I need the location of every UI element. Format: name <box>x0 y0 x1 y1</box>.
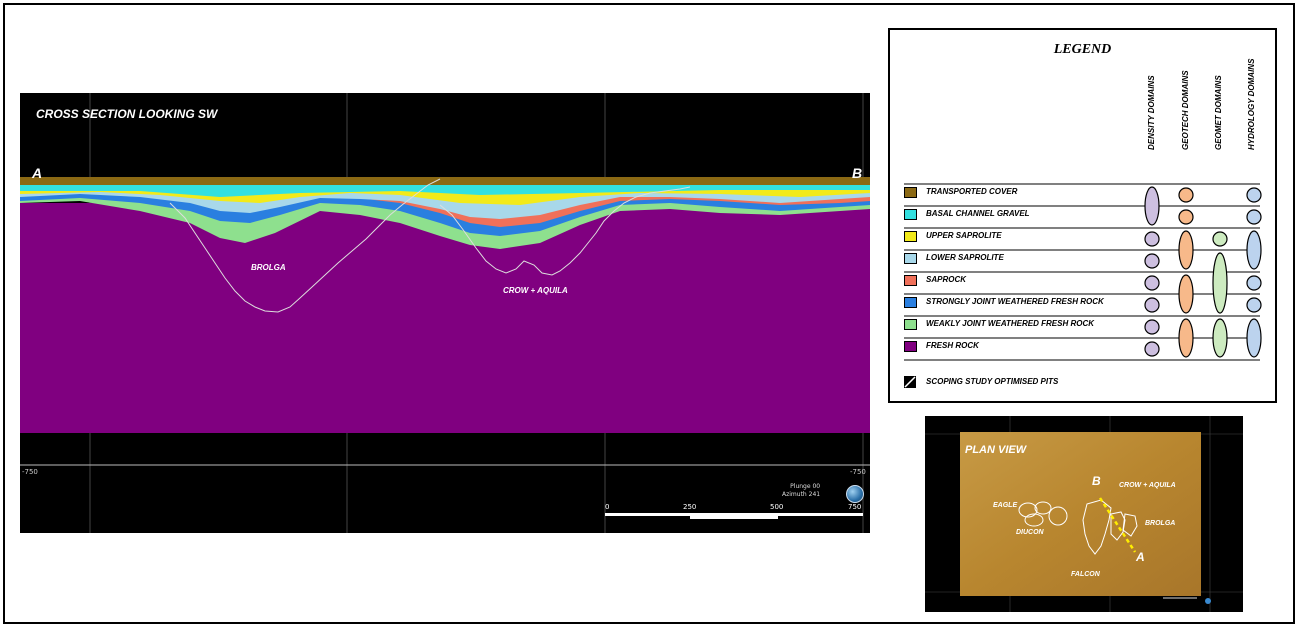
legend-item-label: FRESH ROCK <box>926 341 979 350</box>
layer-basal-gravel <box>20 185 870 197</box>
plan-letter-b: B <box>1092 474 1101 488</box>
legend-swatch <box>904 209 917 220</box>
domain-group-density <box>1144 253 1160 269</box>
plan-section-line <box>1098 497 1137 553</box>
domain-group-hydrology <box>1246 187 1262 203</box>
page-frame <box>3 3 1295 624</box>
scale-bar <box>605 513 863 516</box>
legend-swatch <box>904 275 917 286</box>
domain-group-geotech <box>1178 187 1194 203</box>
plan-label-brolga: BROLGA <box>1145 520 1176 527</box>
plan-label-falcon: FALCON <box>1071 571 1100 578</box>
layer-fresh-rock <box>20 203 870 433</box>
legend-swatch <box>904 319 917 330</box>
legend-domain-grid <box>904 183 1262 361</box>
cross-section-title: CROSS SECTION LOOKING SW <box>36 107 218 121</box>
plan-label-eagle: EAGLE <box>993 502 1018 509</box>
domain-group-geotech <box>1178 209 1194 225</box>
legend-swatch <box>904 297 917 308</box>
plan-letter-a: A <box>1136 550 1145 564</box>
legend-item-label: STRONGLY JOINT WEATHERED FRESH ROCK <box>926 297 1104 306</box>
cross-section-panel: CROSS SECTION LOOKING SW A B BROLGA CROW… <box>20 93 870 533</box>
legend-item-label: SAPROCK <box>926 275 967 284</box>
domain-group-hydrology <box>1246 297 1262 313</box>
domain-group-density <box>1144 319 1160 335</box>
legend-item-label: UPPER SAPROLITE <box>926 231 1002 240</box>
domain-group-hydrology <box>1246 230 1262 270</box>
legend-swatch <box>904 341 917 352</box>
domain-group-geotech <box>1178 274 1194 314</box>
azimuth-text: Azimuth 241 <box>782 491 821 498</box>
pit-outline-crow-aquila <box>439 186 691 276</box>
plan-globe-icon <box>1205 598 1211 604</box>
scale-tick: 750 <box>848 503 862 511</box>
plan-pit-outlines <box>1018 499 1138 555</box>
domain-group-hydrology <box>1246 209 1262 225</box>
scale-tick: 0 <box>605 503 610 511</box>
pit-label-brolga: BROLGA <box>251 263 286 272</box>
section-end-b: B <box>852 165 863 181</box>
legend-title: LEGEND <box>1053 42 1112 57</box>
domain-group-density <box>1144 275 1160 291</box>
scale-tick: 500 <box>770 503 784 511</box>
domain-group-density <box>1144 297 1160 313</box>
pits-legend-label: SCOPING STUDY OPTIMISED PITS <box>926 377 1059 386</box>
plan-label-diucon: DIUCON <box>1016 529 1044 536</box>
orientation-readout: Plunge 00 Azimuth 241 <box>782 483 820 499</box>
domain-group-density <box>1144 186 1160 226</box>
domain-group-geotech <box>1178 230 1194 270</box>
legend-item-label: LOWER SAPROLITE <box>926 253 1004 262</box>
layer-transported-cover <box>20 177 870 185</box>
section-end-a: A <box>32 165 43 181</box>
plan-view-panel: PLAN VIEW CROW + AQUILA EAGLE DIUCON BRO… <box>925 416 1243 612</box>
plan-view-graphic <box>925 416 1243 612</box>
legend-swatch <box>904 231 917 242</box>
legend-swatch <box>904 187 917 198</box>
domain-group-geotech <box>1178 318 1194 358</box>
cross-section-graphic <box>20 93 870 533</box>
plunge-text: Plunge 00 <box>790 483 821 490</box>
pit-outline-icon <box>904 376 916 388</box>
plan-label-crow-aquila: CROW + AQUILA <box>1119 482 1176 489</box>
pit-label-crow-aquila: CROW + AQUILA <box>503 286 568 295</box>
plan-terrain <box>960 432 1201 596</box>
domain-group-hydrology <box>1246 318 1262 358</box>
legend-swatch <box>904 253 917 264</box>
plan-view-title: PLAN VIEW <box>965 444 1027 456</box>
pit-outline-brolga <box>169 178 441 313</box>
domain-group-geomet <box>1212 231 1228 247</box>
axis-label-right: -750 <box>850 468 866 476</box>
domain-group-geomet <box>1212 318 1228 358</box>
globe-icon[interactable] <box>846 485 864 503</box>
legend-item-label: WEAKLY JOINT WEATHERED FRESH ROCK <box>926 319 1095 328</box>
domain-group-geomet <box>1212 252 1228 314</box>
domain-group-density <box>1144 231 1160 247</box>
axis-label-left: -750 <box>22 468 38 476</box>
scale-bar-segment <box>690 516 778 519</box>
legend-panel: LEGEND DENSITY DOMAINS GEOTECH DOMAINS G… <box>888 28 1277 403</box>
legend-item-label: TRANSPORTED COVER <box>926 187 1018 196</box>
domain-group-density <box>1144 341 1160 357</box>
scale-tick: 250 <box>683 503 697 511</box>
domain-group-hydrology <box>1246 275 1262 291</box>
legend-item-label: BASAL CHANNEL GRAVEL <box>926 209 1030 218</box>
